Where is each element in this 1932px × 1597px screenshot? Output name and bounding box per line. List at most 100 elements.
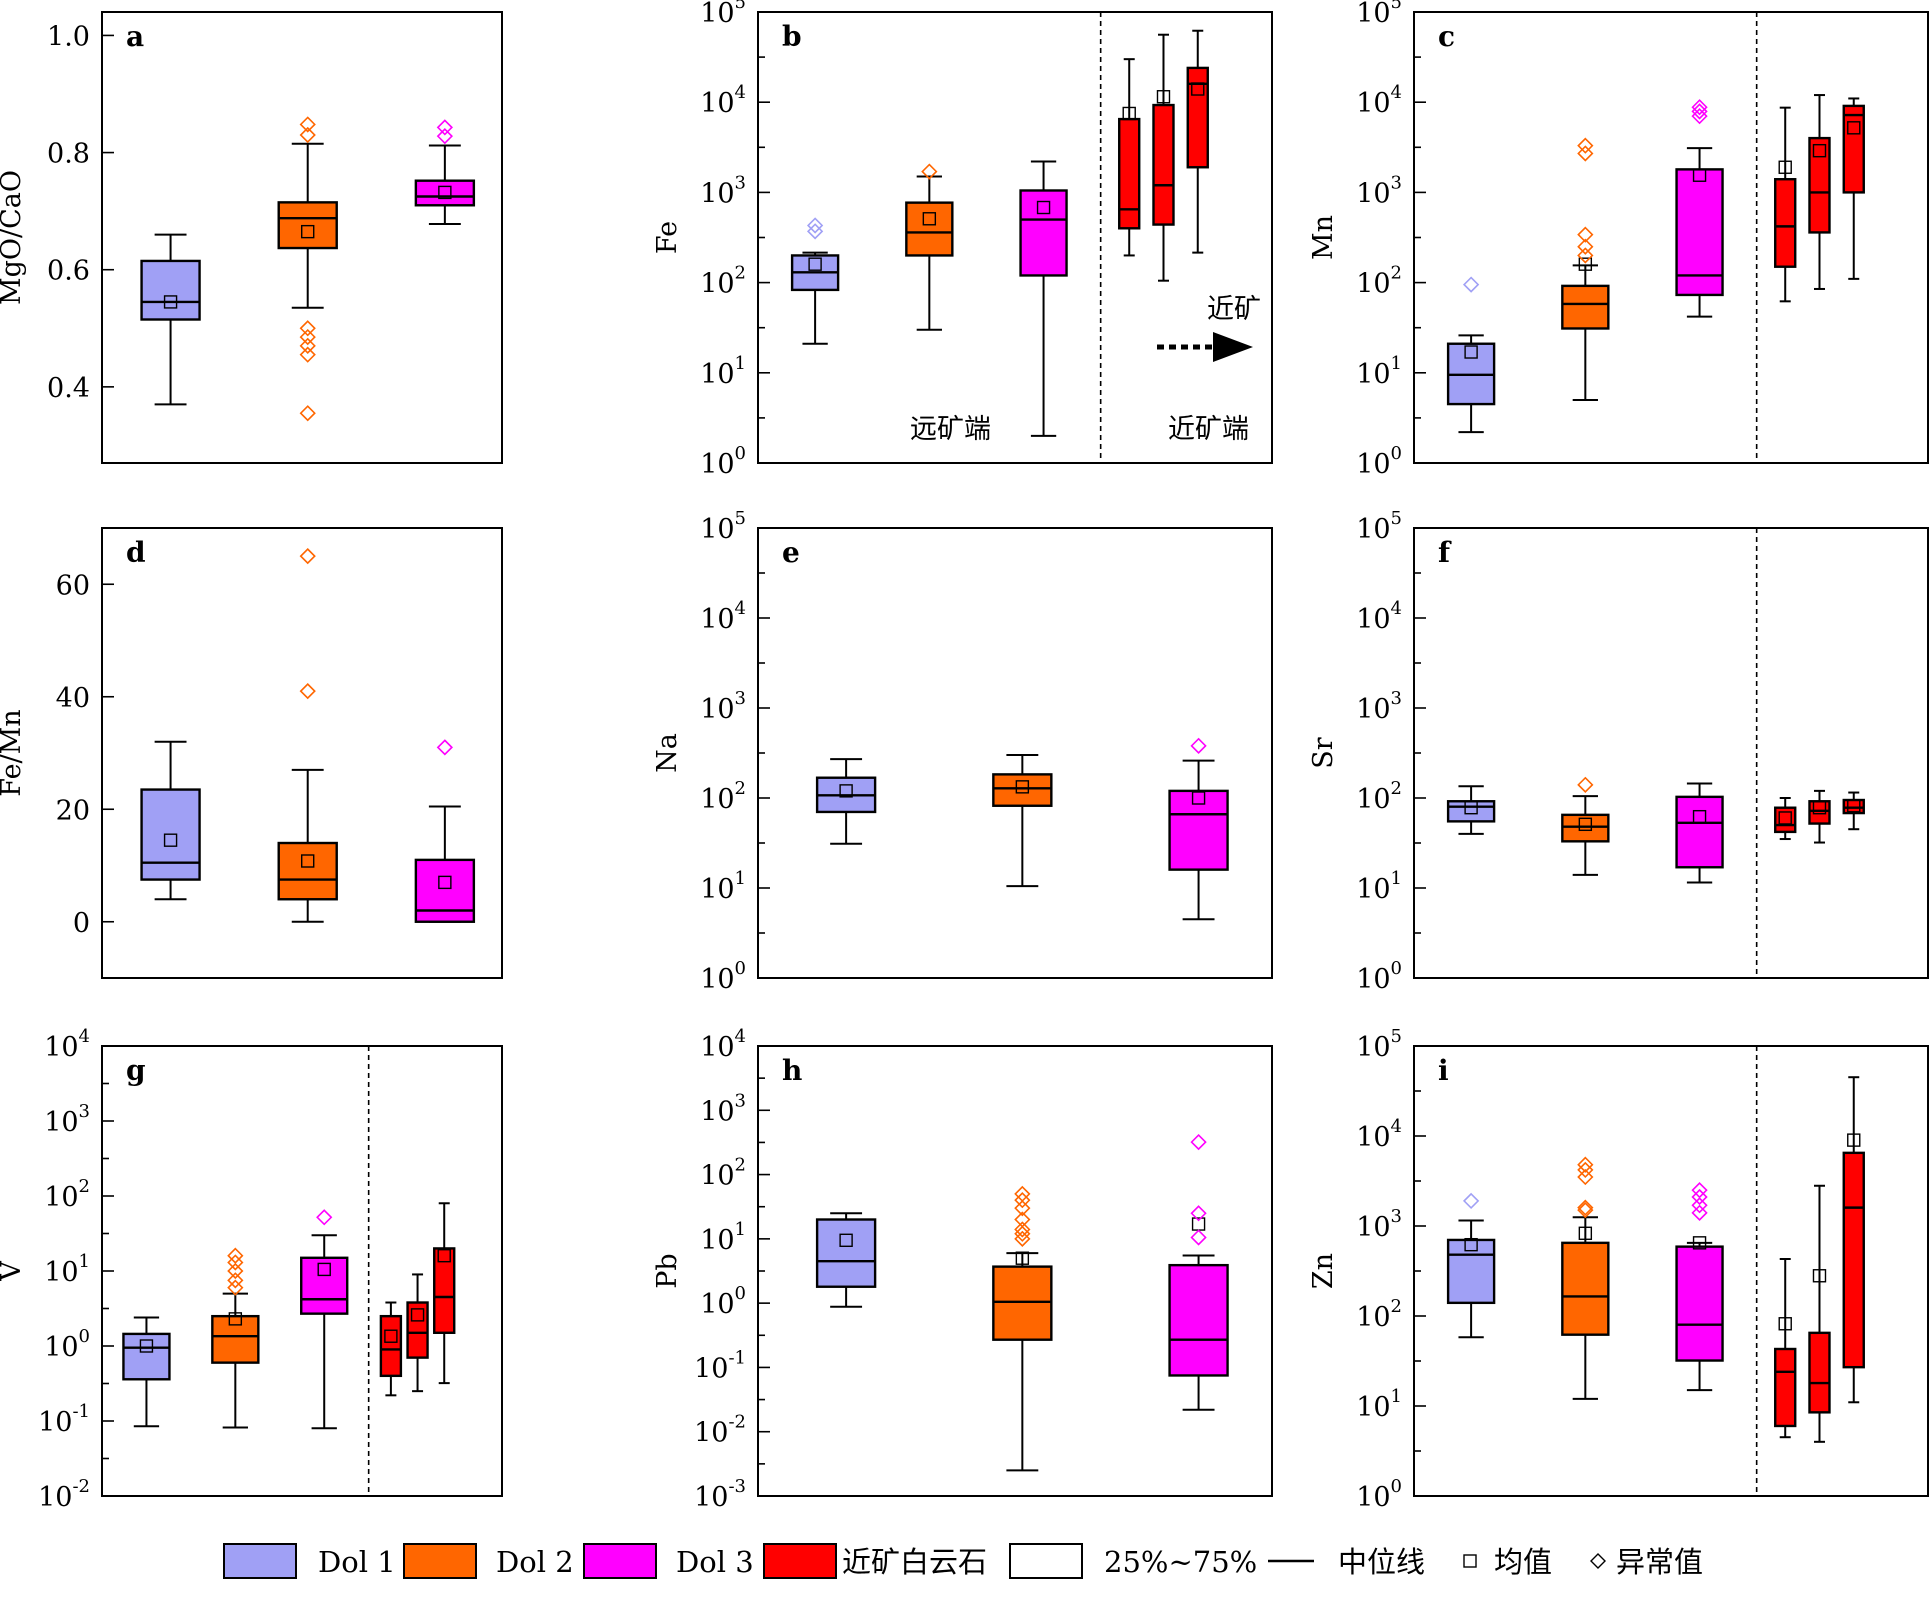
outlier-marker [1014,1225,1031,1242]
iqr-box [1842,1151,1865,1369]
y-tick-label: 102 [700,778,746,815]
panel-b: 100 101 102 103 104 105 Fe b [652,0,1273,480]
legend-item: Dol 1 [223,1543,396,1579]
box-near [1808,1184,1831,1443]
near-end-label: 近矿端 [1168,414,1249,445]
legend-mean-marker [1463,1554,1477,1568]
mean-marker [1778,811,1792,825]
legend-item: 中位线 [1268,1545,1425,1579]
iqr-box [1118,117,1141,230]
y-tick-label: 0.6 [47,256,90,287]
y-tick-label: 104 [1356,598,1402,635]
mean-marker [1578,817,1593,832]
iqr-box [1561,1241,1610,1336]
y-tick-label: 20 [56,795,90,826]
legend-swatch [403,1543,477,1579]
box-dol-2 [1561,776,1610,876]
outlier-marker [1577,247,1594,264]
outlier-marker [1014,1221,1031,1238]
panel-label: c [1438,20,1455,53]
box-dol-3 [1675,99,1724,318]
box-near [406,1273,429,1393]
y-tick-label: 105 [1356,508,1402,545]
iqr-box [815,1218,877,1288]
outlier-marker [1577,1199,1594,1216]
panel-f: 100 101 102 103 104 105 Sr f [1308,508,1929,995]
y-axis-label: Fe [652,221,683,254]
box-dol-1 [1446,276,1496,434]
far-end-label: 远矿端 [910,414,991,445]
iqr-box [1152,103,1175,226]
mean-marker [438,875,452,890]
iqr-box [277,841,338,901]
box-near [1774,797,1797,841]
box-dol-2 [277,547,338,923]
box-dol-1 [140,740,201,901]
outlier-marker [806,223,824,240]
legend-label: 均值 [1494,1545,1552,1579]
iqr-box [992,773,1053,807]
outlier-marker [1577,145,1594,162]
outlier-marker [921,163,938,180]
mean-marker [1015,780,1030,794]
iqr-box [992,1265,1053,1341]
y-tick-label: 1.0 [47,21,90,52]
y-tick-label: 105 [700,0,746,29]
outlier-marker [1577,238,1594,255]
legend-item: Dol 3 [583,1543,754,1579]
iqr-box [1675,1245,1724,1362]
mean-marker [1464,1237,1478,1252]
outlier-marker [299,337,316,354]
y-tick-label: 105 [1356,0,1402,29]
outlier-marker [1691,1204,1708,1221]
panels: 0.4 0.6 0.8 1.0 MgO/CaO a 100 101 102 103 104 105 Fe… [0,0,1929,1513]
panel-label: h [782,1054,802,1087]
outlier-marker [1014,1192,1031,1209]
box-near [1842,97,1865,280]
iqr-box [379,1314,403,1378]
mean-marker [1578,257,1593,271]
box-near [1186,29,1209,254]
box-dol-3 [1168,1133,1229,1411]
box-dol-1 [1446,1192,1496,1339]
outlier-marker [227,1279,244,1296]
box-dol-1 [1446,785,1496,835]
mean-marker [1015,1251,1030,1265]
outlier-marker [299,547,316,565]
outlier-marker [1577,137,1594,154]
outlier-marker [1462,1192,1480,1210]
outlier-marker [1577,776,1594,793]
panel-label: f [1438,536,1452,569]
outlier-marker [227,1262,244,1280]
mean-marker [1778,160,1792,174]
outlier-marker [227,1254,244,1271]
iqr-box [1446,1238,1496,1305]
iqr-box [414,179,476,207]
y-tick-label: 10-1 [38,1401,90,1438]
box-near [1774,106,1797,303]
panel-e: 100 101 102 103 104 105 Na e [652,508,1273,995]
legend-label: 近矿白云石 [842,1545,987,1579]
panel-frame [101,527,503,979]
outlier-marker [1691,103,1708,120]
y-tick-label: 101 [1356,868,1402,905]
outlier-marker [1462,276,1480,293]
outlier-marker [1190,1205,1207,1222]
iqr-box [433,1247,456,1334]
panel-d: 0 20 40 60 Fe/Mn d [0,527,503,979]
y-axis-label: Sr [1308,737,1339,768]
box-dol-2 [277,116,338,422]
panel-i: 100 101 102 103 104 105 Zn i [1308,1026,1929,1513]
mean-marker [1692,168,1707,182]
y-tick-label: 100 [700,958,746,995]
legend-label: 异常值 [1616,1545,1703,1579]
panel-a: 0.4 0.6 0.8 1.0 MgO/CaO a [0,11,503,464]
outlier-marker [299,682,316,700]
y-tick-label: 104 [1356,1116,1402,1153]
y-axis-label: Zn [1308,1253,1339,1289]
mean-marker [1692,809,1707,824]
outlier-marker [1691,99,1708,116]
y-tick-label: 104 [700,598,746,635]
y-tick-label: 10-1 [694,1347,746,1384]
y-tick-label: 101 [700,868,746,905]
